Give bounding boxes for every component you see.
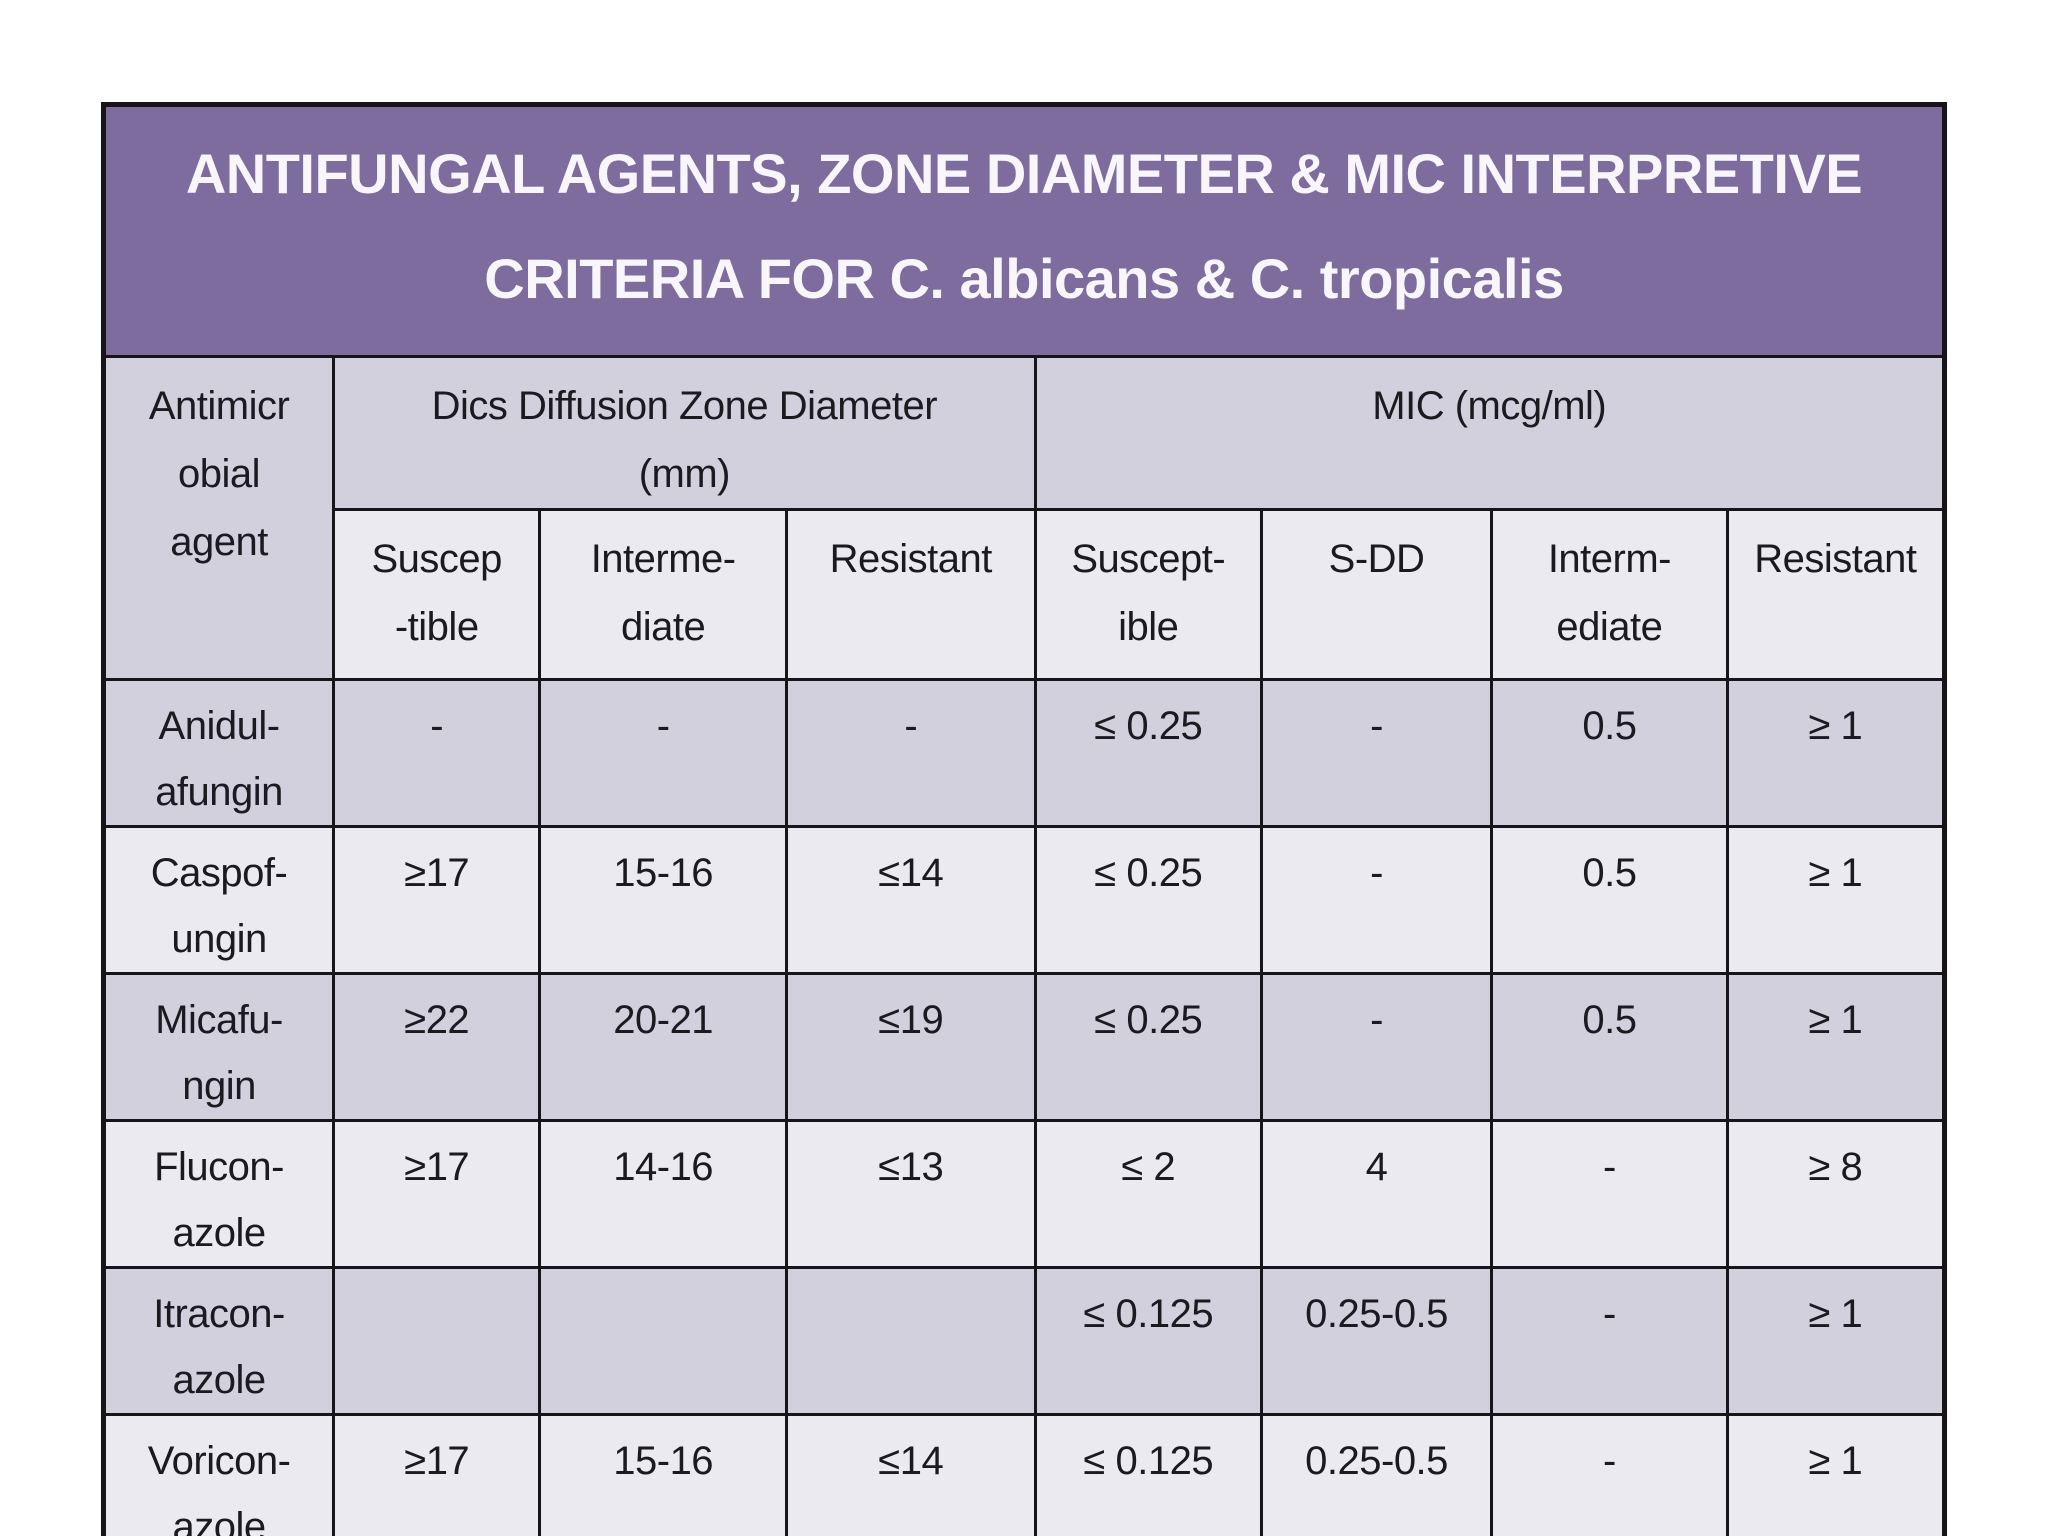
subheader-mic-intermediate: Interm- ediate (1490, 507, 1729, 681)
mic-sdd-cell: 4 (1259, 1118, 1494, 1269)
mic-sdd-cell: - (1259, 824, 1494, 975)
mic-susceptible-cell: ≤ 0.25 (1033, 824, 1263, 975)
table-title-row: ANTIFUNGAL AGENTS, ZONE DIAMETER & MIC I… (102, 103, 1946, 358)
mic-intermediate-cell: - (1490, 1118, 1729, 1269)
zone-resistant-cell: ≤14 (785, 824, 1037, 975)
zone-resistant-cell: ≤13 (785, 1118, 1037, 1269)
mic-susceptible-cell: ≤ 0.125 (1033, 1412, 1263, 1536)
subheader-zone-resistant: Resistant (785, 507, 1037, 681)
mic-sdd-cell: 0.25-0.5 (1259, 1412, 1494, 1536)
mic-sdd-cell: - (1259, 677, 1494, 828)
subheader-zone-intermediate: Interme- diate (538, 507, 788, 681)
title-line-1: ANTIFUNGAL AGENTS, ZONE DIAMETER & MIC I… (185, 142, 1863, 205)
mic-intermediate-cell: 0.5 (1490, 971, 1729, 1122)
table-row: Caspof- ungin ≥17 15-16 ≤14 ≤ 0.25 - 0.5… (101, 824, 1947, 975)
zone-intermediate-cell: 20-21 (538, 971, 788, 1122)
header-antimicrobial-agent: Antimicr obial agent (101, 354, 336, 681)
agent-name-cell: Itracon- azole (101, 1265, 336, 1416)
mic-sdd-cell: 0.25-0.5 (1259, 1265, 1494, 1416)
table-row: Itracon- azole ≤ 0.125 0.25-0.5 - ≥ 1 (101, 1265, 1947, 1416)
zone-resistant-cell (785, 1265, 1037, 1416)
zone-resistant-cell: ≤14 (785, 1412, 1037, 1536)
zone-intermediate-cell: - (538, 677, 788, 828)
mic-intermediate-cell: - (1490, 1265, 1729, 1416)
table-title: ANTIFUNGAL AGENTS, ZONE DIAMETER & MIC I… (102, 103, 1946, 358)
agent-name-cell: Caspof- ungin (101, 824, 336, 975)
zone-resistant-cell: - (785, 677, 1037, 828)
mic-resistant-cell: ≥ 1 (1725, 824, 1947, 975)
subheader-mic-susceptible: Suscept- ible (1033, 507, 1263, 681)
agent-name-cell: Voricon- azole (101, 1412, 336, 1536)
agent-name-cell: Micafu- ngin (101, 971, 336, 1122)
agent-name-cell: Anidul- afungin (101, 677, 336, 828)
group-header-row: Antimicr obial agent Dics Diffusion Zone… (101, 354, 1947, 681)
header-mic-group: MIC (mcg/ml) (1033, 354, 1947, 511)
mic-intermediate-cell: 0.5 (1490, 677, 1729, 828)
zone-susceptible-cell (332, 1265, 542, 1416)
mic-resistant-cell: ≥ 1 (1725, 677, 1947, 828)
table-row: Anidul- afungin - - - ≤ 0.25 - 0.5 ≥ 1 (101, 677, 1947, 828)
mic-susceptible-cell: ≤ 0.25 (1033, 971, 1263, 1122)
sub-header-row: Suscep -tible Interme- diate Resistant S… (104, 507, 1947, 681)
mic-susceptible-cell: ≤ 2 (1033, 1118, 1263, 1269)
zone-susceptible-cell: ≥22 (332, 971, 542, 1122)
zone-susceptible-cell: - (332, 677, 542, 828)
mic-susceptible-cell: ≤ 0.25 (1033, 677, 1263, 828)
criteria-table: ANTIFUNGAL AGENTS, ZONE DIAMETER & MIC I… (101, 102, 1947, 1536)
zone-susceptible-cell: ≥17 (332, 1412, 542, 1536)
mic-intermediate-cell: - (1490, 1412, 1729, 1536)
table-row: Micafu- ngin ≥22 20-21 ≤19 ≤ 0.25 - 0.5 … (101, 971, 1947, 1122)
zone-intermediate-cell: 15-16 (538, 824, 788, 975)
mic-resistant-cell: ≥ 1 (1725, 1412, 1947, 1536)
zone-intermediate-cell: 14-16 (538, 1118, 788, 1269)
subheader-mic-sdd: S-DD (1259, 507, 1494, 681)
mic-intermediate-cell: 0.5 (1490, 824, 1729, 975)
table-row: Flucon- azole ≥17 14-16 ≤13 ≤ 2 4 - ≥ 8 (101, 1118, 1947, 1269)
mic-resistant-cell: ≥ 1 (1725, 1265, 1947, 1416)
mic-resistant-cell: ≥ 8 (1725, 1118, 1947, 1269)
zone-susceptible-cell: ≥17 (332, 1118, 542, 1269)
mic-susceptible-cell: ≤ 0.125 (1033, 1265, 1263, 1416)
table-row: Voricon- azole ≥17 15-16 ≤14 ≤ 0.125 0.2… (101, 1412, 1947, 1536)
mic-resistant-cell: ≥ 1 (1725, 971, 1947, 1122)
agent-name-cell: Flucon- azole (101, 1118, 336, 1269)
zone-intermediate-cell (538, 1265, 788, 1416)
header-zone-diameter-group: Dics Diffusion Zone Diameter (mm) (332, 354, 1037, 511)
zone-resistant-cell: ≤19 (785, 971, 1037, 1122)
subheader-mic-resistant: Resistant (1725, 507, 1947, 681)
mic-sdd-cell: - (1259, 971, 1494, 1122)
zone-susceptible-cell: ≥17 (332, 824, 542, 975)
zone-intermediate-cell: 15-16 (538, 1412, 788, 1536)
subheader-zone-susceptible: Suscep -tible (332, 507, 542, 681)
title-line-2: CRITERIA FOR C. albicans & C. tropicalis (484, 246, 1564, 310)
